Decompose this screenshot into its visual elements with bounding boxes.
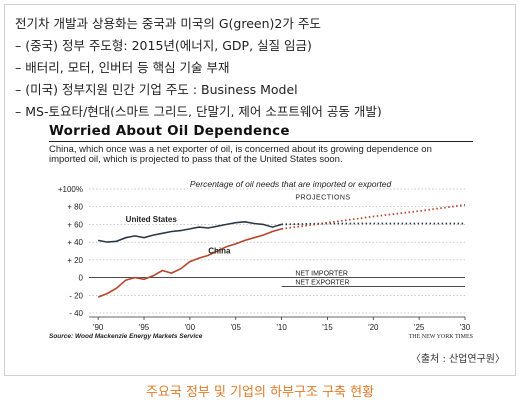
content-panel: 전기차 개발과 상용화는 중국과 미국의 G(green)2가 주도 – (중국…: [4, 4, 516, 376]
x-tick-label: '10: [276, 323, 287, 332]
bullet-item-3: – 배터리, 모터, 인버터 등 핵심 기술 부재: [15, 60, 230, 75]
x-tick-label: '95: [139, 323, 150, 332]
source-tag: 〈출처 : 산업연구원〉: [410, 354, 505, 365]
bullet-list: 전기차 개발과 상용화는 중국과 미국의 G(green)2가 주도 – (중국…: [15, 13, 382, 123]
clipping-title: Worried About Oil Dependence: [49, 123, 290, 139]
net-exporter-label: NET EXPORTER: [295, 279, 349, 286]
figure-caption: 주요국 정부 및 기업의 하부구조 구축 현황: [145, 385, 375, 400]
bullet-item-5: – MS-토요타/현대(스마트 그리드, 단말기, 제어 소프트웨어 공동 개발…: [15, 104, 382, 119]
clipping-subtitle: China, which once was a net exporter of …: [49, 144, 432, 165]
x-tick-label: '30: [460, 323, 471, 332]
y-tick-label: - 40: [69, 309, 83, 318]
chart-title: Percentage of oil needs that are importe…: [190, 179, 392, 189]
title-rule: [49, 141, 473, 142]
x-tick-label: '05: [231, 323, 242, 332]
chart-source: Source: Wood Mackenzie Energy Markets Se…: [49, 333, 203, 340]
us-line: [98, 220, 282, 243]
china-projection-line: [281, 204, 466, 230]
net-importer-label: NET IMPORTER: [295, 271, 348, 278]
y-tick-label: 0: [79, 274, 84, 283]
bullet-item-4: – (미국) 정부지원 민간 기업 주도 : Business Model: [15, 82, 298, 97]
us-series-label: United States: [126, 215, 178, 224]
label-layer: Percentage of oil needs that are importe…: [49, 179, 473, 340]
y-tick-label: +100%: [58, 185, 83, 194]
x-tick-label: '20: [368, 323, 379, 332]
series-layer: [97, 204, 466, 298]
bullet-item-2: – (중국) 정부 주도형: 2015년(에너지, GDP, 실질 임금): [15, 38, 312, 53]
grid-layer: [89, 188, 465, 314]
projections-label: PROJECTIONS: [295, 195, 350, 202]
china-line: [97, 228, 282, 298]
oil-dependence-chart: +100% + 80 + 60 + 40 + 20 0 - 20 - 40 '90 '95 '00 '…: [49, 179, 473, 340]
x-tick-label: '00: [185, 323, 196, 332]
axis-layer: +100% + 80 + 60 + 40 + 20 0 - 20 - 40 '90 '95 '00 '…: [58, 185, 471, 332]
y-tick-label: + 80: [67, 203, 83, 212]
china-series-label: China: [208, 247, 231, 256]
x-tick-label: '25: [414, 323, 425, 332]
chart-credit: THE NEW YORK TIMES: [409, 334, 473, 340]
y-tick-label: + 20: [67, 256, 83, 265]
bullet-item-1: 전기차 개발과 상용화는 중국과 미국의 G(green)2가 주도: [15, 16, 321, 31]
us-projection-line: [281, 222, 465, 226]
y-tick-label: + 60: [67, 220, 83, 229]
x-tick-label: '15: [322, 323, 333, 332]
y-tick-label: - 20: [69, 291, 83, 300]
y-tick-label: + 40: [67, 238, 83, 247]
x-tick-label: '90: [93, 323, 104, 332]
newspaper-clipping: Worried About Oil Dependence China, whic…: [45, 117, 477, 341]
